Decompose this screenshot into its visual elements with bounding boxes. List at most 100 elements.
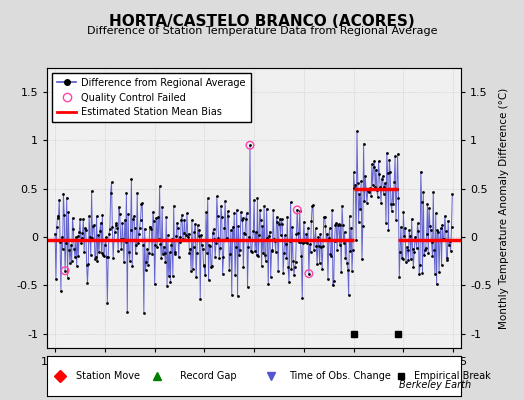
Point xyxy=(438,222,446,228)
Point xyxy=(150,281,159,288)
Point xyxy=(334,221,343,227)
Point xyxy=(189,244,198,250)
Point xyxy=(243,210,251,216)
Point xyxy=(78,234,86,241)
Point xyxy=(323,231,331,237)
Point xyxy=(273,219,281,225)
Point xyxy=(335,242,344,248)
Point xyxy=(106,226,114,232)
Point xyxy=(117,246,126,252)
Point xyxy=(65,247,73,253)
Point xyxy=(446,248,455,254)
Point xyxy=(260,203,268,209)
Point xyxy=(392,186,401,192)
Point xyxy=(71,254,79,260)
Point xyxy=(380,184,388,190)
Point xyxy=(123,309,132,315)
Point xyxy=(234,223,243,229)
Point xyxy=(211,254,220,260)
Point xyxy=(432,210,440,216)
Point xyxy=(373,187,381,193)
Point xyxy=(213,212,222,219)
Point xyxy=(229,237,237,244)
Point xyxy=(355,191,364,198)
Text: Station Move: Station Move xyxy=(76,371,140,381)
Point xyxy=(150,218,158,224)
Point xyxy=(239,264,247,270)
Point xyxy=(287,199,295,206)
Point xyxy=(377,199,385,206)
Point xyxy=(54,215,63,221)
Point xyxy=(68,215,77,221)
Text: Difference of Station Temperature Data from Regional Average: Difference of Station Temperature Data f… xyxy=(87,26,437,36)
Point xyxy=(52,276,60,282)
Point xyxy=(247,249,256,256)
Point xyxy=(230,210,238,217)
Point xyxy=(425,205,433,211)
Point xyxy=(305,241,314,247)
Point xyxy=(308,203,316,210)
Point xyxy=(227,291,236,298)
Point xyxy=(384,226,392,233)
Point xyxy=(149,209,157,215)
Point xyxy=(398,255,406,262)
Point xyxy=(68,258,76,264)
Point xyxy=(107,179,116,185)
Point xyxy=(213,193,221,200)
Point xyxy=(222,236,230,243)
Point xyxy=(104,254,112,260)
Point xyxy=(233,293,242,299)
Point xyxy=(337,269,345,276)
Point xyxy=(145,250,153,256)
Point xyxy=(72,234,80,240)
Point xyxy=(442,255,451,262)
Point xyxy=(158,204,166,210)
Point xyxy=(188,217,196,223)
Point xyxy=(357,178,365,184)
Point xyxy=(102,254,111,260)
Point xyxy=(431,270,439,277)
Point xyxy=(127,176,136,182)
Point xyxy=(80,249,89,255)
Point xyxy=(433,226,442,233)
Point xyxy=(62,240,70,246)
Point xyxy=(81,225,89,231)
Point xyxy=(441,213,449,219)
Point xyxy=(271,238,279,244)
Point xyxy=(278,221,287,227)
Point xyxy=(227,227,235,233)
Point xyxy=(318,266,326,272)
Point xyxy=(352,237,361,243)
Point xyxy=(378,176,386,182)
Point xyxy=(102,234,110,240)
Point xyxy=(438,262,446,268)
Point xyxy=(418,269,427,276)
Point xyxy=(114,248,122,254)
Point xyxy=(363,199,371,206)
Point xyxy=(204,277,213,283)
Point xyxy=(333,246,341,253)
Point xyxy=(281,232,289,239)
Point xyxy=(324,235,333,242)
Point xyxy=(173,220,181,226)
Point xyxy=(330,278,338,284)
Point xyxy=(240,230,248,236)
Point xyxy=(237,209,245,215)
Point xyxy=(269,207,277,214)
Point xyxy=(381,180,389,186)
Point xyxy=(366,185,375,192)
Point xyxy=(383,150,391,156)
Point xyxy=(382,220,390,226)
Point xyxy=(173,225,182,232)
Point xyxy=(354,218,363,225)
Point xyxy=(130,225,139,231)
Point xyxy=(321,223,330,230)
Point xyxy=(408,216,416,222)
Point xyxy=(359,140,368,147)
Point xyxy=(109,254,117,261)
Point xyxy=(58,246,67,252)
Point xyxy=(138,200,146,206)
Point xyxy=(183,210,191,217)
Point xyxy=(297,239,305,246)
Point xyxy=(258,223,267,230)
